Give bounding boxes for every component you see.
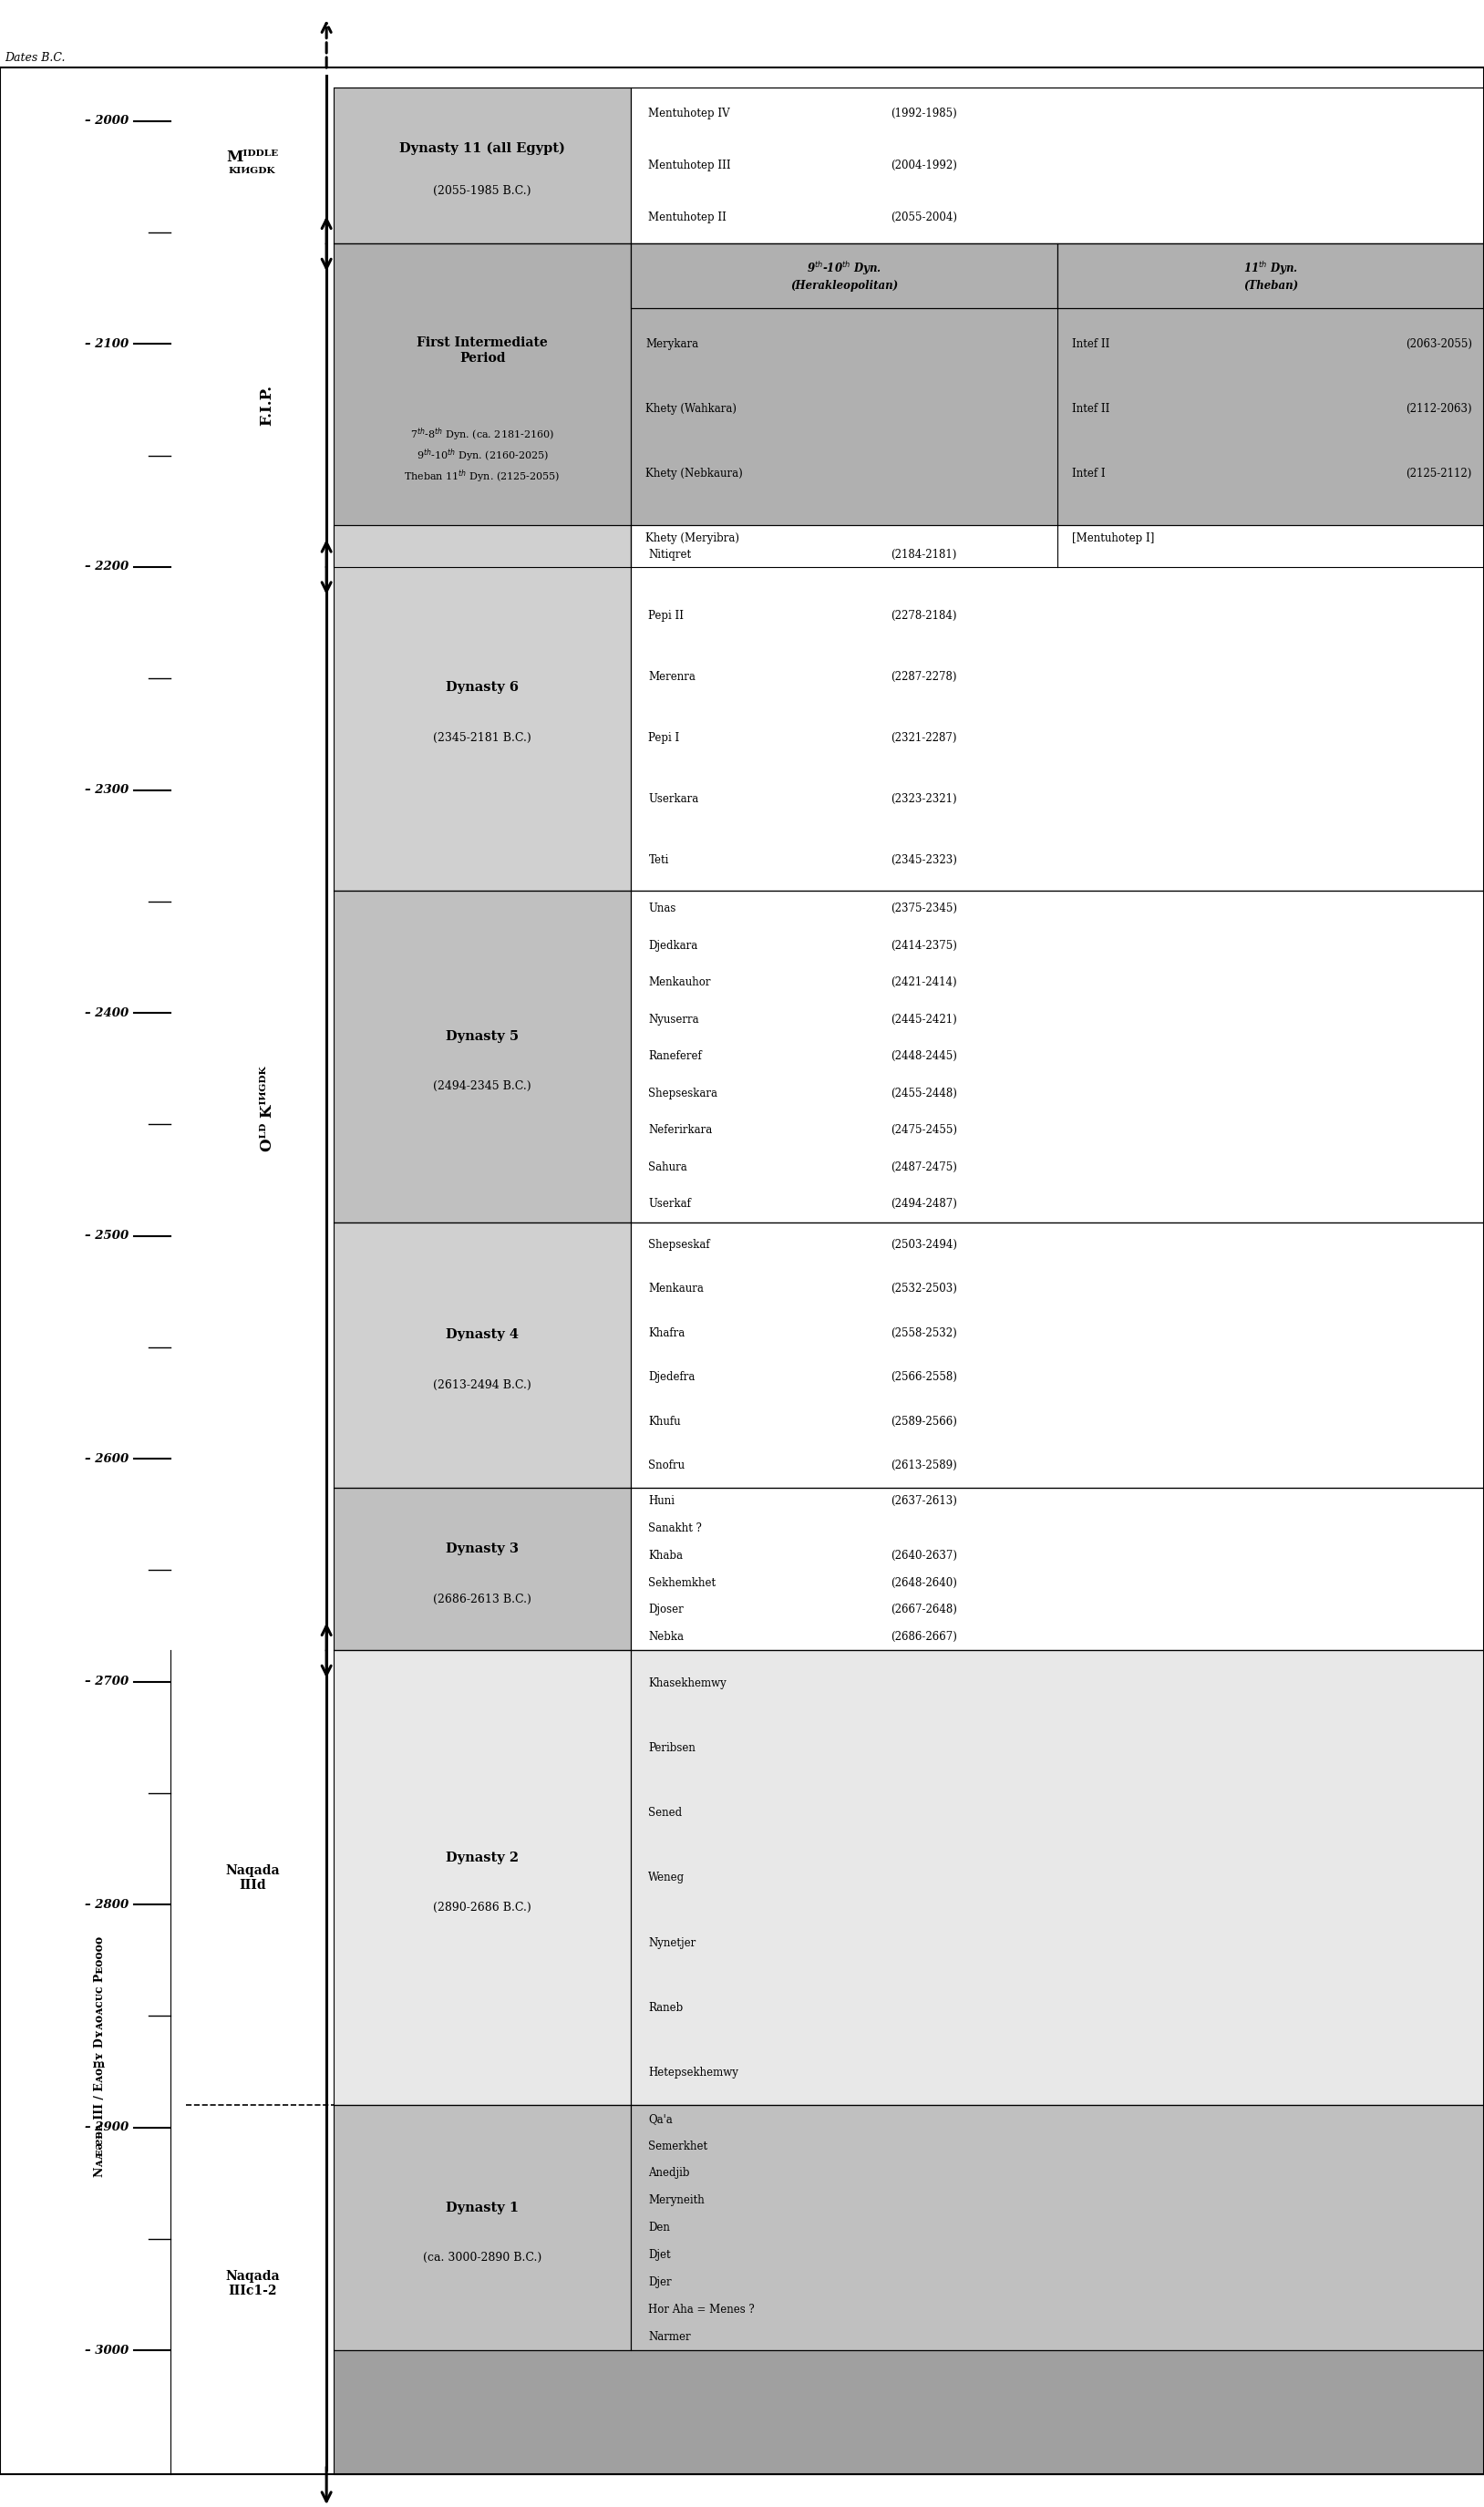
Text: Intef II: Intef II	[1071, 404, 1110, 414]
Text: (2063-2055): (2063-2055)	[1405, 338, 1472, 351]
Text: Narmer: Narmer	[649, 2332, 692, 2342]
Text: (2613-2589): (2613-2589)	[890, 1459, 957, 1472]
Text: (2686-2667): (2686-2667)	[890, 1632, 957, 1642]
Text: Weneg: Weneg	[649, 1873, 686, 1883]
Text: (2445-2421): (2445-2421)	[890, 1013, 957, 1025]
Text: Dynasty 11 (all Egypt): Dynasty 11 (all Egypt)	[399, 143, 565, 155]
Text: Khaba: Khaba	[649, 1549, 683, 1562]
Text: – 2100: – 2100	[85, 338, 129, 351]
Text: Nitiqret: Nitiqret	[649, 549, 692, 562]
Text: Khety (Wahkara): Khety (Wahkara)	[646, 404, 736, 414]
Text: (2475-2455): (2475-2455)	[890, 1123, 957, 1136]
Text: Hetepsekhemwy: Hetepsekhemwy	[649, 2066, 739, 2078]
Bar	[631, 890, 1484, 1223]
Text: Djet: Djet	[649, 2249, 671, 2261]
Text: (2558-2532): (2558-2532)	[890, 1326, 957, 1339]
Text: Merykara: Merykara	[646, 338, 699, 351]
Text: Intef II: Intef II	[1071, 338, 1110, 351]
Text: Sened: Sened	[649, 1808, 683, 1818]
Text: – 2000: – 2000	[85, 115, 129, 128]
Text: Pepi I: Pepi I	[649, 732, 680, 745]
Text: Khety (Nebkaura): Khety (Nebkaura)	[646, 466, 743, 479]
Text: Qa'a: Qa'a	[649, 2113, 672, 2126]
Text: (2055-2004): (2055-2004)	[890, 213, 957, 223]
Text: Dynasty 4: Dynasty 4	[445, 1329, 519, 1341]
Text: (2184-2181): (2184-2181)	[890, 549, 956, 562]
Text: Mentuhotep III: Mentuhotep III	[649, 160, 732, 170]
Bar	[334, 524, 631, 890]
Text: (2287-2278): (2287-2278)	[890, 672, 957, 682]
Text: Naqada
IIIc1-2: Naqada IIIc1-2	[226, 2269, 279, 2296]
Text: F.I.P.: F.I.P.	[260, 386, 275, 426]
Text: (2589-2566): (2589-2566)	[890, 1416, 957, 1426]
Text: 11$^{th}$ Dyn.
(Theban): 11$^{th}$ Dyn. (Theban)	[1244, 261, 1298, 291]
Text: Anedjib: Anedjib	[649, 2169, 690, 2179]
Text: Merenra: Merenra	[649, 672, 696, 682]
Text: – 2700: – 2700	[85, 1675, 129, 1687]
Text: (2448-2445): (2448-2445)	[890, 1050, 957, 1063]
Text: (2686-2613 B.C.): (2686-2613 B.C.)	[433, 1594, 531, 1604]
Text: – 2500: – 2500	[85, 1231, 129, 1241]
Text: Khufu: Khufu	[649, 1416, 681, 1426]
Text: (2112-2063): (2112-2063)	[1405, 404, 1472, 414]
Text: Menkauhor: Menkauhor	[649, 978, 711, 988]
Text: (2421-2414): (2421-2414)	[890, 978, 957, 988]
Text: (2125-2112): (2125-2112)	[1407, 466, 1472, 479]
Text: (2667-2648): (2667-2648)	[890, 1604, 957, 1615]
Text: Shepseskara: Shepseskara	[649, 1088, 718, 1098]
Bar	[631, 1223, 1484, 1487]
Text: Menkaura: Menkaura	[649, 1284, 703, 1294]
Text: – 2300: – 2300	[85, 785, 129, 795]
Text: (2055-1985 B.C.): (2055-1985 B.C.)	[433, 186, 531, 196]
Text: – 2800: – 2800	[85, 1898, 129, 1910]
Text: Teti: Teti	[649, 855, 669, 865]
Bar	[334, 1487, 631, 1650]
Text: Djedkara: Djedkara	[649, 940, 697, 953]
Text: – 3000: – 3000	[85, 2344, 129, 2357]
Text: (2345-2181 B.C.): (2345-2181 B.C.)	[433, 732, 531, 745]
Bar	[631, 1487, 1484, 1650]
Text: 9$^{th}$-10$^{th}$ Dyn.
(Herakleopolitan): 9$^{th}$-10$^{th}$ Dyn. (Herakleopolitan…	[789, 261, 898, 291]
Text: (2004-1992): (2004-1992)	[890, 160, 957, 170]
Bar	[631, 243, 1057, 308]
Text: Khety (Meryibra): Khety (Meryibra)	[646, 531, 739, 544]
Text: Mᴵᴰᴰᴸᴱ
ᴷᴵᴻᴳᴰᴷ: Mᴵᴰᴰᴸᴱ ᴷᴵᴻᴳᴰᴷ	[226, 148, 279, 183]
Text: Nyuserra: Nyuserra	[649, 1013, 699, 1025]
Text: Sahura: Sahura	[649, 1161, 687, 1173]
Text: (2321-2287): (2321-2287)	[890, 732, 957, 745]
Text: (2414-2375): (2414-2375)	[890, 940, 957, 953]
Text: (2890-2686 B.C.): (2890-2686 B.C.)	[433, 1903, 531, 1913]
Text: – 2600: – 2600	[85, 1452, 129, 1464]
Text: Dynasty 3: Dynasty 3	[445, 1542, 519, 1554]
Text: (2278-2184): (2278-2184)	[890, 609, 957, 622]
Text: Mentuhotep IV: Mentuhotep IV	[649, 108, 730, 120]
Text: Djer: Djer	[649, 2276, 672, 2289]
Text: Nᴀᴁᴂᴃᴀ III / Eᴀᴏᴟʏ Dʏᴀᴏᴀᴄᴜᴄ Pᴇᴏᴏᴏᴏ: Nᴀᴁᴂᴃᴀ III / Eᴀᴏᴟʏ Dʏᴀᴏᴀᴄᴜᴄ Pᴇᴏᴏᴏᴏ	[95, 1935, 105, 2176]
Text: (2455-2448): (2455-2448)	[890, 1088, 957, 1098]
Text: (2532-2503): (2532-2503)	[890, 1284, 957, 1294]
Text: (2640-2637): (2640-2637)	[890, 1549, 957, 1562]
Text: (2648-2640): (2648-2640)	[890, 1577, 957, 1589]
Text: Nynetjer: Nynetjer	[649, 1938, 696, 1948]
Text: First Intermediate
Period: First Intermediate Period	[417, 336, 548, 364]
Bar	[631, 88, 1484, 243]
Bar	[631, 2106, 1484, 2352]
Text: 7$^{th}$-8$^{th}$ Dyn. (ca. 2181-2160)
9$^{th}$-10$^{th}$ Dyn. (2160-2025)
Theba: 7$^{th}$-8$^{th}$ Dyn. (ca. 2181-2160) 9…	[404, 426, 561, 486]
Text: Unas: Unas	[649, 903, 677, 915]
Text: (2375-2345): (2375-2345)	[890, 903, 957, 915]
Text: Dates B.C.: Dates B.C.	[4, 53, 65, 63]
Text: Hor Aha = Menes ?: Hor Aha = Menes ?	[649, 2304, 755, 2316]
Text: (2613-2494 B.C.): (2613-2494 B.C.)	[433, 1379, 531, 1391]
Text: Nebka: Nebka	[649, 1632, 684, 1642]
Bar	[631, 524, 1484, 890]
Text: Intef I: Intef I	[1071, 466, 1106, 479]
Text: (2566-2558): (2566-2558)	[890, 1371, 957, 1384]
Text: Sekhemkhet: Sekhemkhet	[649, 1577, 717, 1589]
Text: Raneferef: Raneferef	[649, 1050, 702, 1063]
Text: Dynasty 5: Dynasty 5	[445, 1030, 519, 1043]
Bar	[334, 2352, 1484, 2474]
Text: (2494-2345 B.C.): (2494-2345 B.C.)	[433, 1081, 531, 1093]
Text: Semerkhet: Semerkhet	[649, 2141, 708, 2151]
Text: Djedefra: Djedefra	[649, 1371, 696, 1384]
Bar	[1057, 243, 1484, 308]
